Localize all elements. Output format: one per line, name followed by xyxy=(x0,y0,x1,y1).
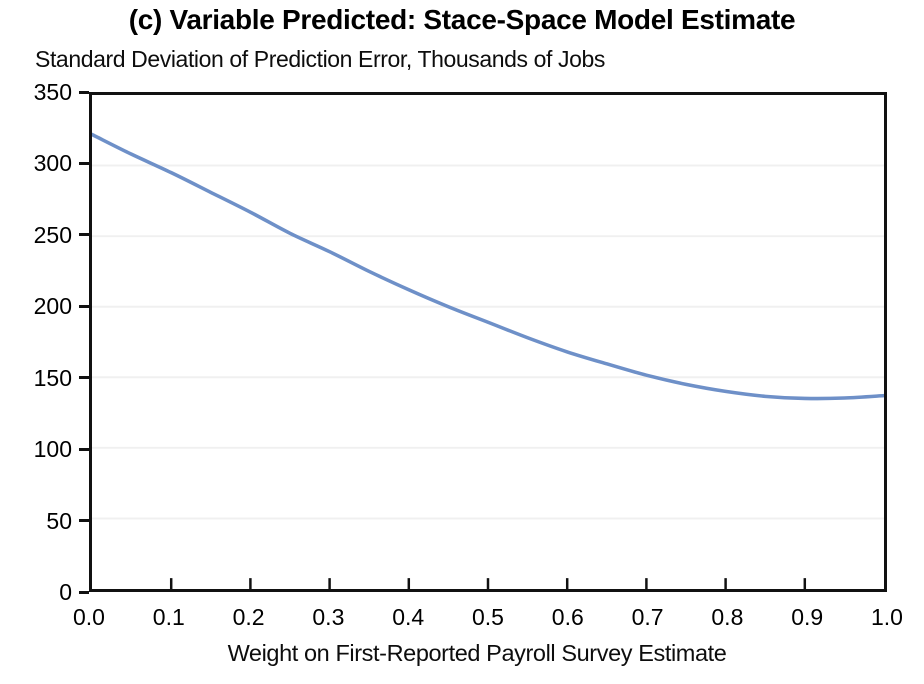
y-tick-mark xyxy=(79,519,89,523)
y-tick-label: 200 xyxy=(33,293,72,320)
x-tick-label: 0.4 xyxy=(392,604,425,630)
x-axis-title: Weight on First-Reported Payroll Survey … xyxy=(227,640,727,666)
y-tick-mark xyxy=(79,161,89,165)
x-tick-label: 0.7 xyxy=(631,604,664,630)
y-axis-title: Standard Deviation of Prediction Error, … xyxy=(35,46,606,72)
y-tick-mark xyxy=(79,590,89,594)
x-tick-label: 0.0 xyxy=(73,604,105,630)
x-tick-label: 0.5 xyxy=(472,604,504,630)
x-tick-label: 0.6 xyxy=(551,604,584,630)
y-tick-label: 100 xyxy=(33,436,72,463)
x-tick-label: 0.2 xyxy=(232,604,265,630)
chart-title: (c) Variable Predicted: Stace-Space Mode… xyxy=(128,4,796,35)
prediction-error-line xyxy=(92,132,884,401)
y-tick-label: 50 xyxy=(46,507,72,534)
y-tick-label: 250 xyxy=(33,221,72,248)
plot-area xyxy=(89,92,887,592)
y-tick-mark xyxy=(79,233,89,237)
x-tick-label: 0.1 xyxy=(152,604,185,630)
x-tick-label: 0.8 xyxy=(711,604,744,630)
y-tick-label: 350 xyxy=(33,79,72,105)
x-tick-label: 1.0 xyxy=(871,604,903,630)
y-tick-label: 150 xyxy=(33,364,72,391)
y-tick-mark xyxy=(79,376,89,380)
y-tick-label: 300 xyxy=(33,150,72,177)
x-tick-label: 0.3 xyxy=(312,604,345,630)
y-tick-mark xyxy=(79,304,89,308)
y-tick-label: 0 xyxy=(59,579,72,605)
y-tick-mark xyxy=(79,90,89,94)
y-tick-mark xyxy=(79,447,89,451)
plot-canvas xyxy=(92,132,884,589)
x-tick-label: 0.9 xyxy=(791,604,824,630)
